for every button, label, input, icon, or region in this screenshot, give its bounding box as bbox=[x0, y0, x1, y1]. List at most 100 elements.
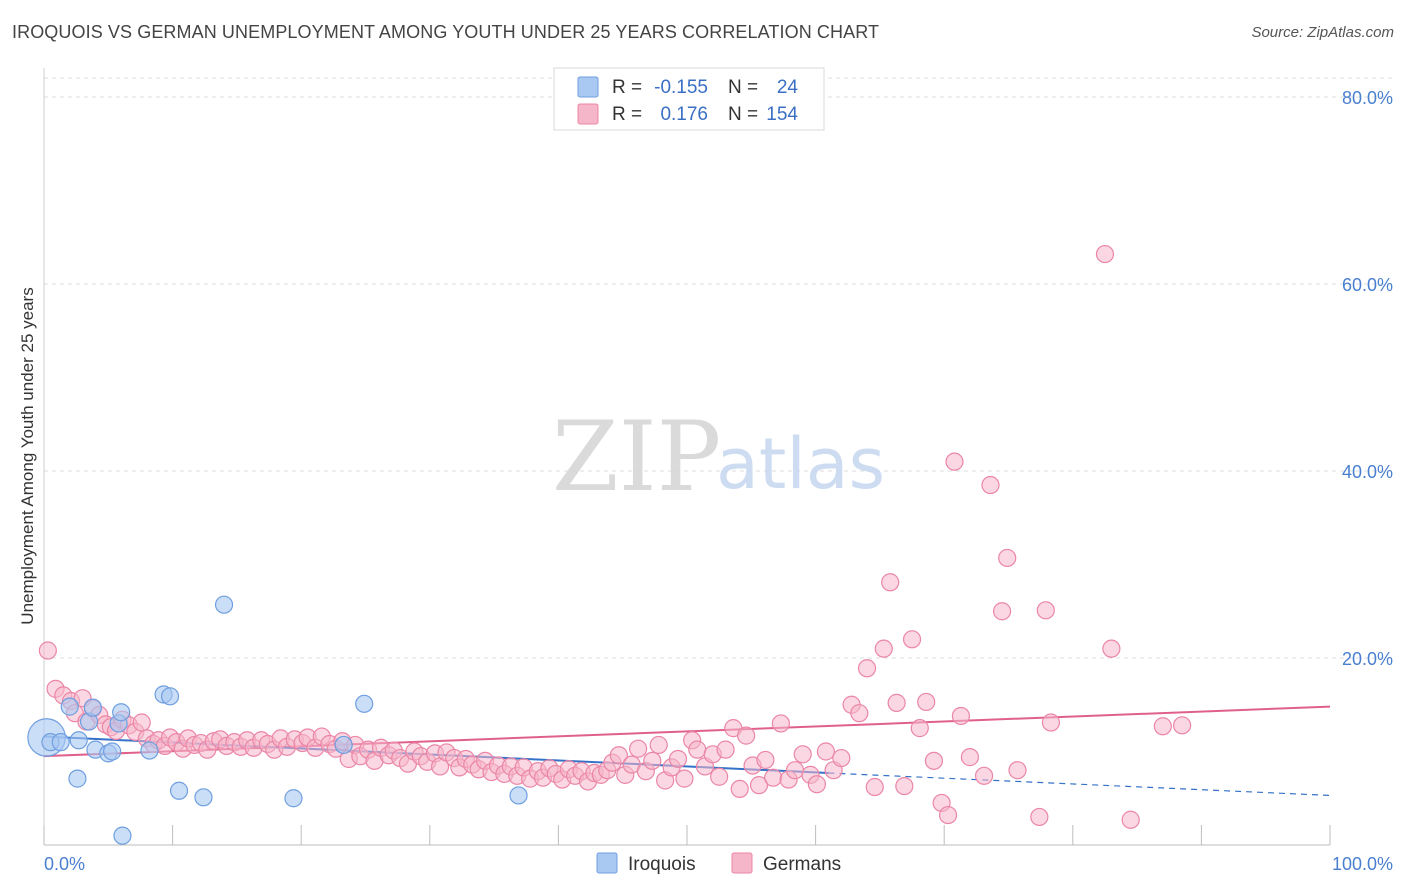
legend-r-label-germans: R = bbox=[612, 104, 642, 125]
germans-point bbox=[998, 548, 1017, 568]
watermark-zip: ZIP bbox=[552, 401, 721, 513]
iroquois-point bbox=[68, 769, 87, 788]
legend-n-label-germans: N = bbox=[728, 104, 758, 125]
germans-point bbox=[643, 751, 662, 770]
iroquois-point bbox=[140, 741, 159, 760]
iroquois-point bbox=[169, 781, 189, 800]
germans-point bbox=[1121, 810, 1140, 829]
germans-point bbox=[793, 745, 812, 764]
germans-point bbox=[917, 692, 936, 712]
germans-point bbox=[132, 713, 151, 732]
gridlines bbox=[44, 77, 1392, 659]
germans-point bbox=[1102, 639, 1121, 658]
series-legend: Iroquois Germans bbox=[596, 852, 841, 875]
germans-point bbox=[1041, 713, 1061, 732]
y-axis-label: Unemployment Among Youth under 25 years bbox=[18, 287, 37, 624]
germans-point bbox=[938, 805, 958, 825]
iroquois-point bbox=[83, 698, 102, 717]
germans-point bbox=[887, 693, 906, 712]
germans-point bbox=[832, 748, 851, 768]
iroquois-point bbox=[194, 788, 213, 807]
iroquois-point bbox=[214, 595, 234, 614]
watermark: ZIP atlas bbox=[552, 401, 885, 513]
germans-point bbox=[874, 639, 893, 658]
germans-point bbox=[710, 767, 729, 786]
iroquois-point bbox=[355, 694, 374, 713]
iroquois-point bbox=[113, 826, 132, 845]
germans-point bbox=[764, 768, 783, 787]
series-legend-swatch-iroquois bbox=[596, 852, 618, 874]
germans-point bbox=[1153, 717, 1172, 736]
iroquois-point bbox=[51, 733, 70, 752]
legend-n-value-iroquois: 24 bbox=[777, 77, 799, 98]
germans-point bbox=[807, 775, 826, 794]
iroquois-point bbox=[284, 789, 303, 808]
iroquois-point bbox=[160, 687, 180, 706]
germans-point bbox=[857, 659, 877, 678]
x-tick-label-min: 0.0% bbox=[44, 854, 85, 874]
x-tick-label-max: 100.0% bbox=[1332, 854, 1393, 874]
germans-point bbox=[649, 735, 668, 755]
source-label: Source: ZipAtlas.com bbox=[1251, 24, 1394, 41]
germans-point bbox=[730, 779, 749, 799]
correlation-legend: R = -0.155 N = 24 R = 0.176 N = 154 bbox=[553, 67, 825, 131]
germans-point bbox=[749, 776, 769, 795]
germans-point bbox=[716, 740, 735, 759]
germans-point bbox=[881, 573, 900, 592]
germans-point bbox=[850, 704, 869, 723]
germans-point bbox=[865, 777, 884, 797]
legend-r-value-germans: 0.176 bbox=[660, 104, 708, 125]
legend-r-label-iroquois: R = bbox=[612, 77, 642, 98]
iroquois-point bbox=[509, 786, 528, 805]
y-tick-labels: 20.0% 40.0% 60.0% 80.0% bbox=[1342, 88, 1393, 669]
y-tick-label: 20.0% bbox=[1342, 649, 1393, 669]
legend-box bbox=[553, 67, 825, 131]
y-tick-label: 60.0% bbox=[1342, 275, 1393, 295]
germans-point bbox=[974, 766, 994, 785]
germans-point bbox=[960, 748, 980, 767]
iroquois-point bbox=[60, 697, 79, 716]
legend-n-label-iroquois: N = bbox=[728, 77, 758, 98]
germans-point bbox=[675, 769, 694, 788]
germans-point bbox=[771, 714, 790, 733]
legend-r-value-iroquois: -0.155 bbox=[654, 77, 708, 98]
germans-point bbox=[1036, 601, 1055, 620]
germans-point bbox=[902, 630, 922, 649]
series-legend-swatch-germans bbox=[731, 852, 753, 874]
germans-point bbox=[688, 740, 707, 759]
germans-point bbox=[668, 749, 688, 769]
legend-swatch-iroquois bbox=[577, 76, 599, 98]
germans-point bbox=[38, 641, 57, 660]
germans-point bbox=[945, 452, 964, 471]
axes bbox=[43, 68, 1331, 846]
iroquois-points bbox=[27, 595, 528, 845]
iroquois-point bbox=[334, 735, 353, 755]
iroquois-point bbox=[103, 742, 122, 761]
iroquois-point bbox=[69, 731, 88, 750]
germans-point bbox=[816, 742, 835, 761]
germans-point bbox=[1008, 761, 1027, 780]
germans-point bbox=[609, 746, 628, 765]
germans-point bbox=[992, 602, 1012, 621]
germans-point bbox=[910, 719, 929, 738]
germans-point bbox=[924, 751, 944, 770]
germans-point bbox=[1095, 244, 1115, 264]
germans-point bbox=[737, 726, 756, 745]
germans-point bbox=[785, 761, 805, 780]
iroquois-trend-extension bbox=[828, 772, 1331, 797]
germans-point bbox=[895, 776, 914, 796]
germans-point bbox=[981, 475, 1000, 495]
legend-swatch-germans bbox=[577, 103, 599, 125]
series-legend-label-germans: Germans bbox=[763, 854, 841, 875]
germans-point bbox=[1173, 716, 1192, 735]
legend-n-value-germans: 154 bbox=[766, 104, 798, 125]
series-legend-label-iroquois: Iroquois bbox=[628, 854, 696, 875]
germans-point bbox=[1030, 807, 1049, 827]
chart-title: IROQUOIS VS GERMAN UNEMPLOYMENT AMONG YO… bbox=[12, 22, 880, 42]
iroquois-point bbox=[112, 703, 131, 722]
germans-point bbox=[756, 750, 775, 770]
germans-point bbox=[629, 739, 648, 758]
germans-point bbox=[951, 706, 971, 726]
